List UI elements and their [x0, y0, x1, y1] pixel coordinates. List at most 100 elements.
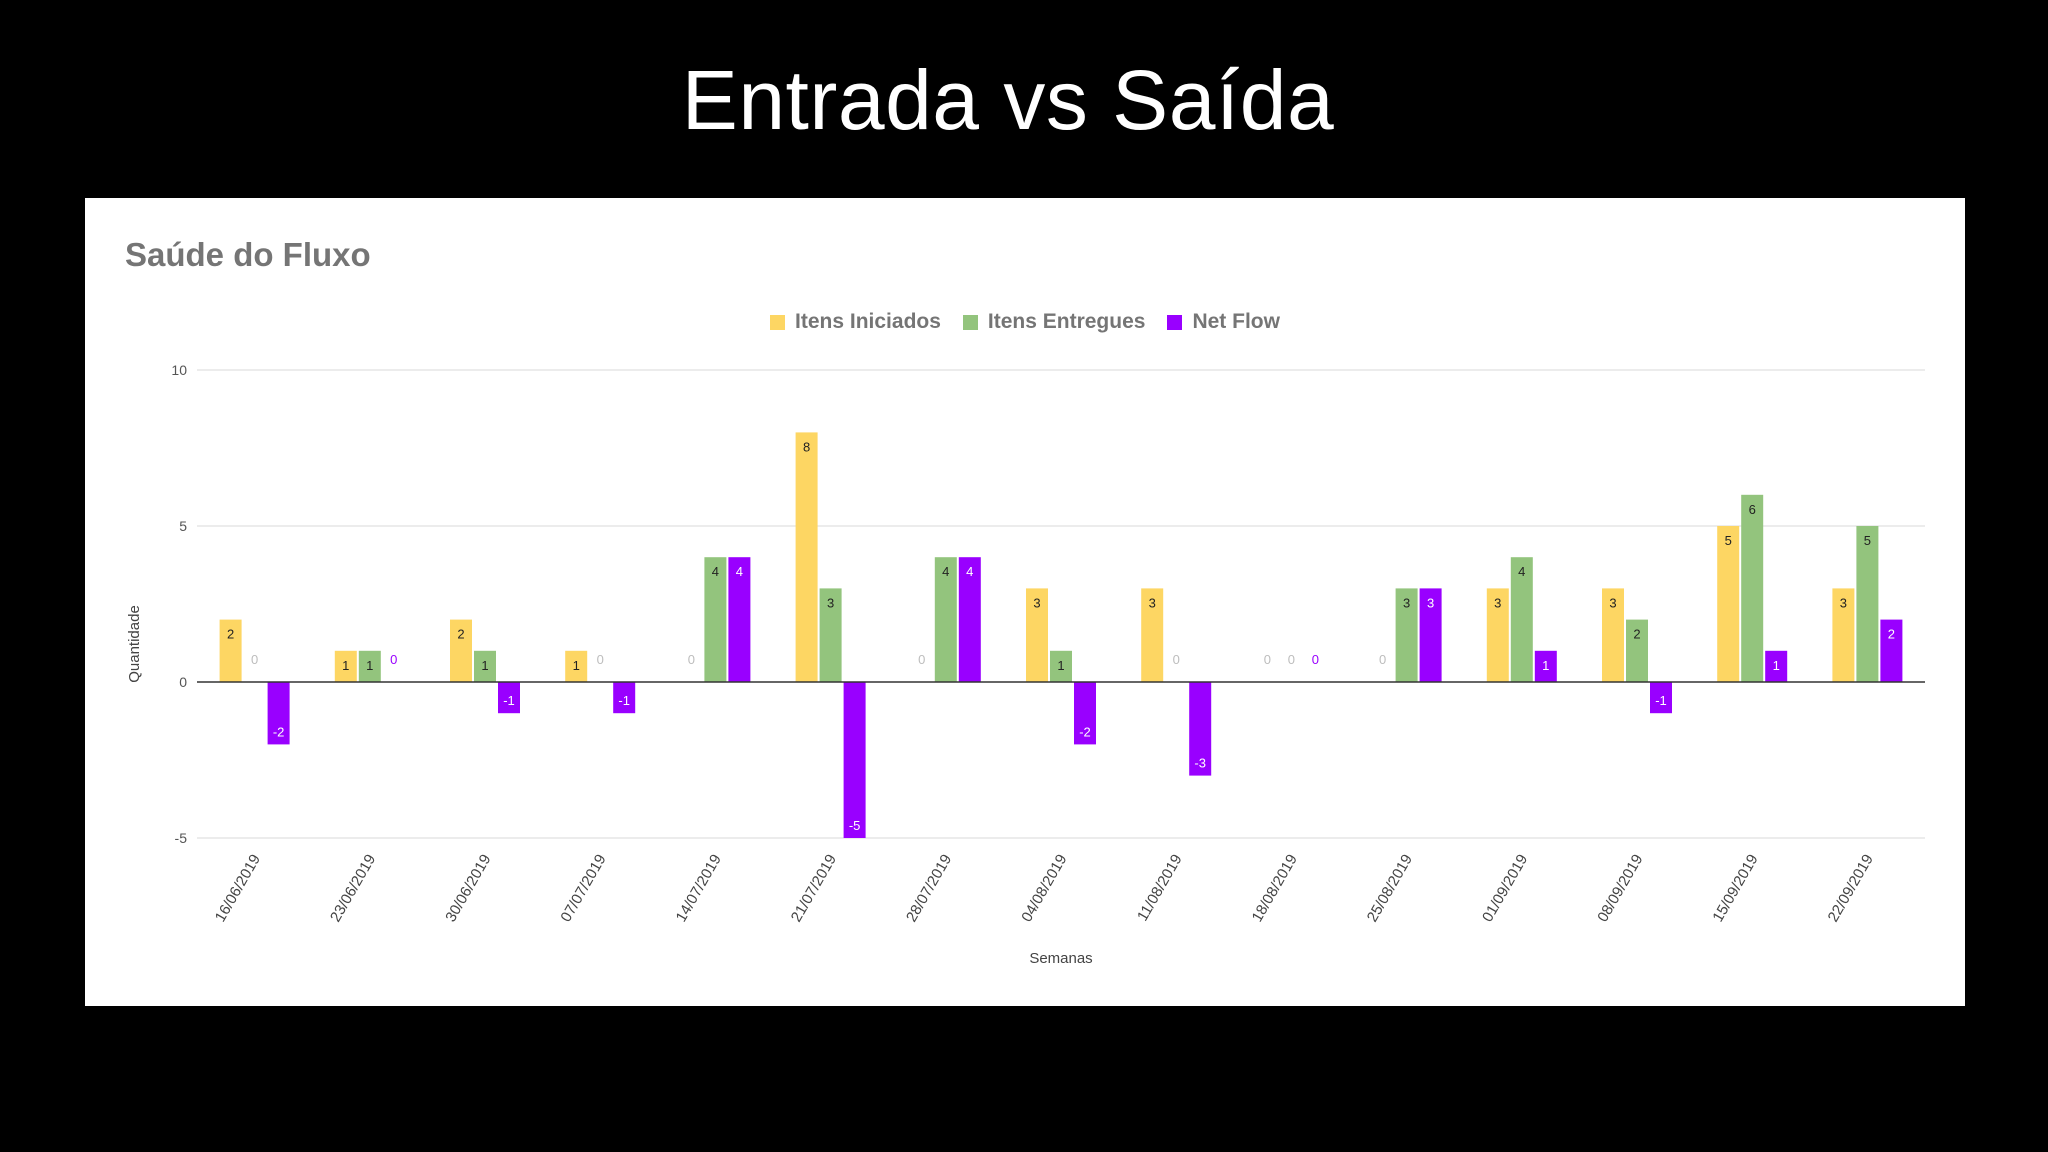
bar-itens-iniciados[interactable]: [1717, 526, 1740, 682]
bar-net-flow[interactable]: [1074, 682, 1096, 745]
bar-net-flow[interactable]: [1880, 619, 1903, 682]
legend-swatch-itens-iniciados: [770, 314, 786, 330]
data-label-itens-iniciados: 8: [803, 439, 810, 454]
data-label-net-flow: 0: [1312, 652, 1319, 667]
data-label-net-flow: 1: [1542, 658, 1549, 673]
bar-itens-entregues[interactable]: [704, 557, 727, 682]
data-label-itens-entregues: 6: [1749, 502, 1756, 517]
data-label-net-flow: 0: [390, 652, 397, 667]
bar-itens-iniciados[interactable]: [1141, 588, 1164, 682]
bar-itens-iniciados[interactable]: [1602, 588, 1624, 682]
bar-net-flow[interactable]: [1534, 650, 1557, 682]
data-label-itens-entregues: 4: [942, 564, 949, 579]
bar-itens-iniciados[interactable]: [450, 619, 472, 682]
data-label-itens-iniciados: 3: [1840, 595, 1847, 610]
y-tick-label: 5: [179, 518, 187, 534]
x-tick-label: 11/08/2019: [1134, 852, 1186, 925]
data-label-itens-entregues: 3: [827, 595, 834, 610]
y-tick-label: -5: [175, 830, 188, 846]
bar-net-flow[interactable]: [728, 557, 751, 682]
bar-itens-entregues[interactable]: [819, 588, 842, 682]
gridlines: [197, 369, 1925, 839]
legend-label-itens-iniciados: Itens Iniciados: [795, 310, 941, 333]
x-tick-label: 23/06/2019: [327, 852, 379, 926]
data-label-net-flow: -2: [1079, 724, 1091, 739]
data-label-net-flow: 3: [1427, 595, 1434, 610]
bar-itens-entregues[interactable]: [358, 650, 381, 682]
y-axis-title: Quantidade: [126, 605, 143, 683]
x-tick-label: 01/09/2019: [1479, 852, 1531, 926]
bar-net-flow[interactable]: [613, 682, 636, 714]
legend-label-net-flow: Net Flow: [1192, 310, 1280, 333]
bar-itens-iniciados[interactable]: [219, 619, 242, 682]
x-tick-label: 08/09/2019: [1594, 852, 1646, 926]
data-label-itens-iniciados: 0: [688, 652, 695, 667]
y-tick-label: 0: [179, 674, 187, 690]
data-label-net-flow: -1: [1655, 693, 1667, 708]
x-tick-label: 25/08/2019: [1364, 852, 1416, 926]
data-label-net-flow: 2: [1888, 627, 1895, 642]
bar-itens-iniciados[interactable]: [1832, 588, 1855, 682]
bar-itens-entregues[interactable]: [1856, 526, 1879, 682]
data-label-net-flow: -5: [849, 818, 861, 833]
bar-itens-entregues[interactable]: [934, 557, 957, 682]
data-label-itens-iniciados: 3: [1609, 595, 1616, 610]
data-label-itens-iniciados: 1: [573, 658, 580, 673]
bar-net-flow[interactable]: [1650, 682, 1672, 714]
x-axis-title: Semanas: [1029, 950, 1092, 967]
legend-item-itens-iniciados[interactable]: Itens Iniciados: [770, 310, 941, 334]
bar-net-flow[interactable]: [1765, 650, 1788, 682]
data-label-net-flow: 1: [1773, 658, 1780, 673]
data-label-itens-entregues: 0: [1288, 652, 1295, 667]
bar-itens-entregues[interactable]: [474, 650, 496, 682]
bar-itens-entregues[interactable]: [1626, 619, 1648, 682]
data-label-itens-entregues: 0: [597, 652, 604, 667]
data-label-net-flow: -1: [618, 693, 630, 708]
legend-swatch-itens-entregues: [962, 314, 978, 330]
data-label-itens-entregues: 0: [1173, 652, 1180, 667]
x-tick-label: 21/07/2019: [788, 852, 840, 926]
data-label-net-flow: -2: [273, 724, 285, 739]
bar-itens-iniciados[interactable]: [1486, 588, 1509, 682]
bar-itens-entregues[interactable]: [1050, 650, 1072, 682]
chart-panel: Saúde do Fluxo Itens Iniciados Itens Ent…: [85, 198, 1965, 1006]
x-tick-label: 16/06/2019: [212, 852, 264, 926]
bar-itens-entregues[interactable]: [1395, 588, 1418, 682]
bar-itens-entregues[interactable]: [1741, 494, 1764, 682]
data-label-net-flow: 4: [966, 564, 973, 579]
chart-title: Saúde do Fluxo: [125, 236, 371, 273]
bar-net-flow[interactable]: [958, 557, 981, 682]
data-label-itens-entregues: 4: [1518, 564, 1525, 579]
bar-itens-iniciados[interactable]: [334, 650, 357, 682]
data-label-itens-entregues: 0: [251, 652, 258, 667]
data-label-itens-iniciados: 3: [1033, 595, 1040, 610]
x-tick-label: 22/09/2019: [1825, 852, 1877, 926]
x-tick-label: 04/08/2019: [1018, 852, 1070, 926]
bar-itens-iniciados[interactable]: [1026, 588, 1048, 682]
legend-item-net-flow[interactable]: Net Flow: [1167, 310, 1280, 334]
data-label-itens-entregues: 1: [481, 658, 488, 673]
legend-item-itens-entregues[interactable]: Itens Entregues: [962, 310, 1145, 334]
data-label-itens-iniciados: 0: [1379, 652, 1386, 667]
bar-itens-iniciados[interactable]: [795, 432, 818, 682]
bar-itens-entregues[interactable]: [1510, 557, 1533, 682]
bar-net-flow[interactable]: [843, 682, 866, 838]
y-tick-label: 10: [171, 362, 187, 378]
x-tick-label: 14/07/2019: [673, 852, 725, 926]
data-label-itens-entregues: 5: [1864, 533, 1871, 548]
bar-net-flow[interactable]: [1419, 588, 1442, 682]
bar-net-flow[interactable]: [498, 682, 520, 714]
bar-itens-iniciados[interactable]: [565, 650, 588, 682]
bar-net-flow[interactable]: [1189, 682, 1212, 776]
data-label-itens-entregues: 1: [366, 658, 373, 673]
data-label-net-flow: 4: [736, 564, 743, 579]
data-label-itens-iniciados: 5: [1725, 533, 1732, 548]
bars: [219, 432, 1903, 838]
data-label-itens-iniciados: 2: [457, 627, 464, 642]
x-tick-label: 18/08/2019: [1249, 852, 1301, 926]
bar-net-flow[interactable]: [267, 682, 290, 745]
slide-title: Entrada vs Saída: [681, 53, 1335, 147]
bar-chart: 20-21 1 021-11 0-104 483-504 431-230-30 0 0 03 3 3…: [126, 362, 1925, 967]
data-label-itens-iniciados: 0: [1264, 652, 1271, 667]
